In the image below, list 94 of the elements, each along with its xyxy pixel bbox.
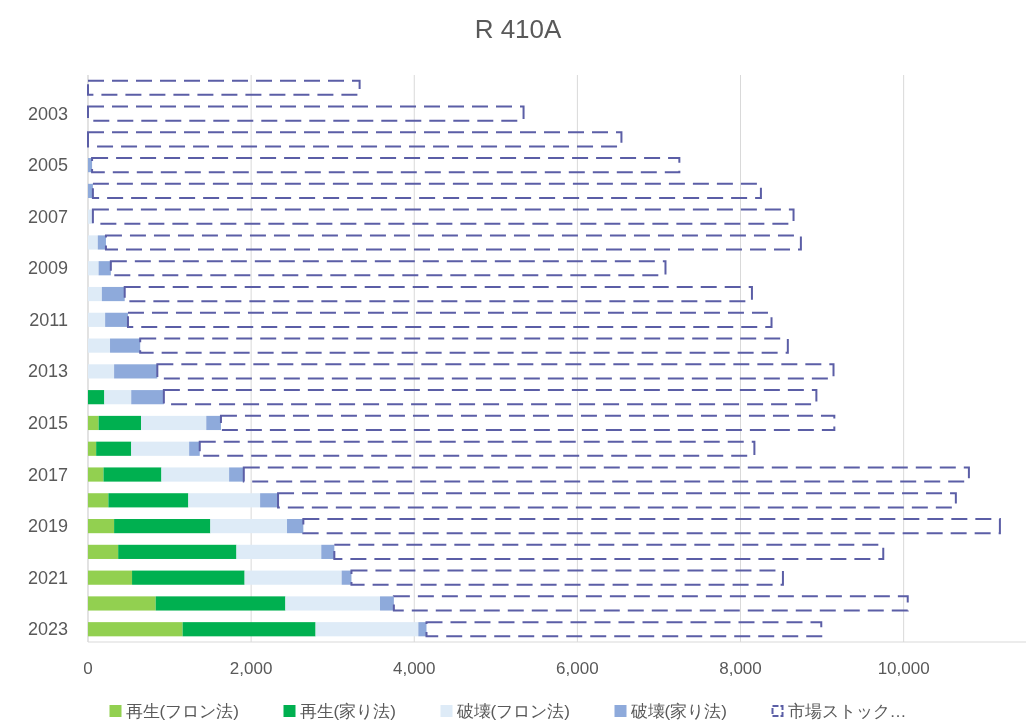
bar (88, 596, 156, 611)
bar (392, 595, 909, 612)
bar (91, 208, 795, 225)
bar (236, 544, 322, 559)
bar (88, 338, 111, 353)
y-tick-label: 2005 (27, 155, 68, 176)
y-tick-label: 2023 (27, 619, 68, 640)
bar (126, 311, 773, 328)
bar (88, 493, 109, 508)
bar (350, 569, 784, 586)
chart-title: R 410A (474, 14, 563, 44)
bar (105, 312, 128, 327)
bar (97, 235, 106, 250)
bar (88, 390, 105, 405)
bar (91, 182, 762, 199)
legend-label: 再生(フロン法) (125, 702, 239, 721)
bar (87, 79, 361, 96)
bar (380, 596, 394, 611)
bar (302, 518, 1001, 535)
bar (114, 364, 158, 379)
bar (162, 389, 818, 406)
bar (88, 467, 104, 482)
bar (88, 312, 106, 327)
bar (198, 440, 756, 457)
legend-label: 破壊(フロン法) (455, 702, 570, 721)
bar (321, 544, 335, 559)
y-tick-label: 2015 (27, 412, 68, 433)
bar (109, 260, 667, 277)
bar (114, 519, 211, 534)
bar (219, 414, 836, 432)
x-tick-label: 0 (83, 659, 93, 678)
bar (118, 544, 237, 559)
bar (88, 544, 119, 559)
bar (182, 622, 316, 637)
bar (189, 441, 200, 456)
bar (141, 415, 207, 431)
bar (315, 622, 419, 637)
bar (161, 467, 230, 482)
bar (88, 441, 97, 456)
bar (87, 105, 525, 122)
bar (88, 364, 115, 379)
bar (131, 390, 164, 405)
bar (229, 467, 244, 482)
y-tick-label: 2013 (27, 361, 68, 382)
bar (104, 234, 802, 251)
bar (156, 363, 835, 380)
bar (155, 596, 286, 611)
bar (88, 415, 99, 431)
bar (91, 157, 681, 174)
bar (132, 570, 245, 585)
bar (88, 519, 115, 534)
y-tick-label: 2011 (29, 309, 68, 330)
x-tick-label: 8,000 (719, 659, 762, 678)
bar (210, 519, 288, 534)
bar (88, 286, 102, 302)
bar (260, 493, 279, 508)
legend-label: 再生(家り法) (299, 702, 396, 721)
x-tick-label: 4,000 (392, 659, 436, 678)
bar (88, 261, 99, 276)
bar (88, 622, 183, 637)
legend-label: 破壊(家り法) (629, 702, 727, 721)
y-tick-label: 2019 (27, 516, 68, 537)
bar (87, 131, 623, 148)
bar (139, 337, 789, 354)
bar (188, 493, 261, 508)
bar (285, 596, 380, 611)
x-tick-label: 10,000 (877, 659, 930, 678)
bar (88, 570, 133, 585)
x-tick-label: 2,000 (229, 659, 273, 678)
bar (244, 570, 342, 585)
bar (98, 261, 111, 276)
y-tick-label: 2003 (27, 103, 68, 124)
y-tick-label: 2009 (27, 258, 68, 279)
y-tick-label: 2017 (27, 464, 68, 485)
bar (101, 286, 125, 302)
x-tick-label: 6,000 (556, 659, 599, 678)
legend-label: 市場ストック… (787, 702, 907, 721)
bar (104, 390, 132, 405)
bar (277, 492, 957, 509)
bar (110, 338, 141, 353)
bar (287, 519, 304, 534)
bar (131, 441, 190, 456)
y-tick-label: 2007 (27, 206, 68, 227)
bar (333, 543, 885, 560)
bar (96, 441, 132, 456)
bar (98, 415, 142, 431)
y-tick-label: 2021 (27, 567, 68, 588)
bar (206, 415, 221, 431)
bar (425, 621, 823, 638)
bar (103, 467, 162, 482)
bar (108, 493, 189, 508)
bar (123, 285, 753, 303)
bar (88, 235, 98, 250)
bar (242, 466, 970, 483)
